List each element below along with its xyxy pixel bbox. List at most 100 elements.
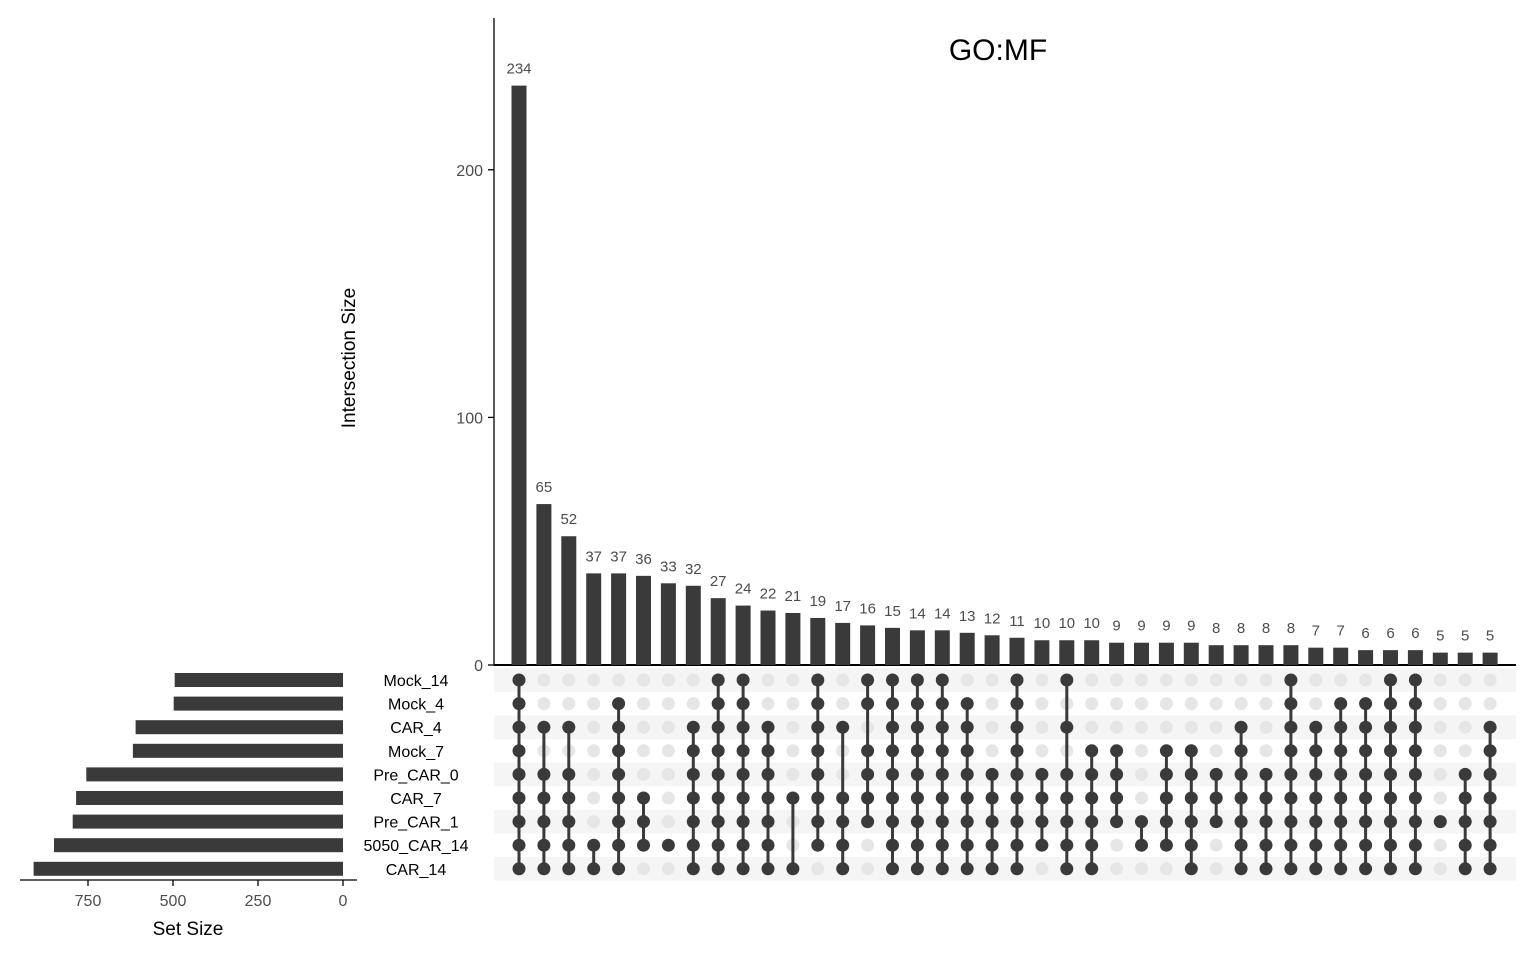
intersection-bar-label: 14 <box>934 605 951 622</box>
matrix-dot-filled <box>811 815 825 829</box>
matrix-dot-filled <box>811 697 825 711</box>
matrix-dot-filled <box>761 767 775 781</box>
matrix-dot-filled <box>1359 815 1373 829</box>
matrix-dot-empty <box>1433 862 1447 876</box>
matrix-dot-filled <box>1384 720 1397 734</box>
intersection-bar <box>735 605 751 665</box>
matrix-dot-filled <box>1135 838 1148 852</box>
set-label: Mock_7 <box>388 744 444 761</box>
intersection-bar-label: 5 <box>1461 628 1469 645</box>
set-size-bar <box>54 838 343 853</box>
matrix-dot-filled <box>1184 815 1198 829</box>
matrix-dot-filled <box>1035 767 1049 781</box>
matrix-dot-empty <box>1035 697 1049 711</box>
intersection-bar-label: 6 <box>1361 625 1369 642</box>
intersection-bar <box>1059 640 1075 665</box>
intersection-bar <box>1333 647 1349 665</box>
matrix-dot-filled <box>1184 767 1198 781</box>
intersection-bar <box>810 617 826 665</box>
matrix-dot-empty <box>960 673 974 687</box>
matrix-dot-filled <box>1408 838 1422 852</box>
intersection-bar-label: 5 <box>1436 628 1444 645</box>
intersection-bar-label: 33 <box>660 558 677 575</box>
matrix-dot-empty <box>587 720 601 734</box>
intersection-bar <box>561 536 577 665</box>
matrix-dot-filled <box>537 815 551 829</box>
matrix-dot-filled <box>1458 791 1472 805</box>
matrix-dot-filled <box>1085 862 1099 876</box>
matrix-dot-filled <box>711 720 725 734</box>
matrix-dot-filled <box>1483 862 1497 876</box>
matrix-stripe <box>494 857 1516 881</box>
intersection-bar <box>959 632 975 665</box>
matrix-dot-filled <box>1334 815 1348 829</box>
set-size-bar <box>86 767 344 782</box>
matrix-dot-filled <box>811 673 825 687</box>
matrix-dot-empty <box>1234 697 1248 711</box>
matrix-dot-filled <box>537 838 551 852</box>
matrix-dot-empty <box>537 673 551 687</box>
matrix-dot-filled <box>960 697 974 711</box>
matrix-dot-filled <box>786 862 800 876</box>
set-size-axis: 750 500 250 0 <box>20 879 357 910</box>
intersection-bar-label: 6 <box>1386 625 1394 642</box>
matrix-dot-filled <box>512 815 526 829</box>
matrix-dot-filled <box>1309 838 1323 852</box>
matrix-dot-filled <box>1458 815 1472 829</box>
matrix-dot-filled <box>736 767 750 781</box>
matrix-dot-filled <box>886 720 899 734</box>
matrix-dot-filled <box>1085 815 1099 829</box>
intersection-bar-label: 8 <box>1287 620 1295 637</box>
matrix-dot-empty <box>1259 720 1273 734</box>
matrix-dot-empty <box>786 673 800 687</box>
matrix-dot-filled <box>886 744 899 758</box>
matrix-dot-filled <box>1408 697 1422 711</box>
intersection-axis-label: Intersection Size <box>339 288 360 428</box>
matrix-dot-empty <box>1359 673 1373 687</box>
matrix-dot-empty <box>661 697 675 711</box>
matrix-dot-empty <box>661 862 675 876</box>
intersection-bar-label: 32 <box>685 561 702 578</box>
matrix-dot-filled <box>1035 791 1049 805</box>
matrix-dot-filled <box>686 744 700 758</box>
matrix-dot-empty <box>1035 673 1049 687</box>
matrix-dot-filled <box>1085 744 1099 758</box>
matrix-dot-empty <box>1433 720 1447 734</box>
matrix-dot-empty <box>1433 673 1447 687</box>
matrix-dot-filled <box>1060 862 1074 876</box>
matrix-dot-filled <box>1184 791 1198 805</box>
intersection-bar-label: 7 <box>1337 623 1345 640</box>
intersection-bar <box>536 504 552 665</box>
matrix-dot-filled <box>562 791 576 805</box>
matrix-dot-filled <box>910 838 924 852</box>
matrix-dot-empty <box>1110 673 1124 687</box>
matrix-dot-filled <box>1284 791 1298 805</box>
intersection-bar <box>660 583 676 665</box>
intersection-bar <box>909 630 925 665</box>
matrix-dot-filled <box>512 744 526 758</box>
matrix-dot-filled <box>1483 767 1497 781</box>
intersection-bar <box>1283 645 1299 665</box>
matrix-dot-filled <box>1483 838 1497 852</box>
intersection-bar <box>934 630 950 665</box>
matrix-dot-filled <box>861 791 875 805</box>
matrix-dot-filled <box>861 744 875 758</box>
matrix-dot-filled <box>512 838 526 852</box>
matrix-dot-filled <box>637 791 650 805</box>
matrix-dot-empty <box>1259 673 1273 687</box>
matrix-dot-filled <box>1209 791 1223 805</box>
matrix-dot-filled <box>1334 767 1348 781</box>
matrix-dot-filled <box>861 767 875 781</box>
intersection-bar-label: 8 <box>1237 620 1245 637</box>
intersection-bar-label: 13 <box>959 608 976 625</box>
matrix-dot-filled <box>1384 673 1397 687</box>
matrix-dot-empty <box>1483 673 1497 687</box>
matrix-dot-filled <box>886 791 899 805</box>
matrix-dot-filled <box>1334 862 1348 876</box>
matrix-dot-empty <box>612 673 626 687</box>
matrix-dot-empty <box>786 697 800 711</box>
set-size-bar <box>135 720 343 735</box>
set-size-axis-tick-label: 750 <box>75 893 102 910</box>
matrix-dot-empty <box>1085 720 1099 734</box>
matrix-dot-empty <box>1159 720 1173 734</box>
